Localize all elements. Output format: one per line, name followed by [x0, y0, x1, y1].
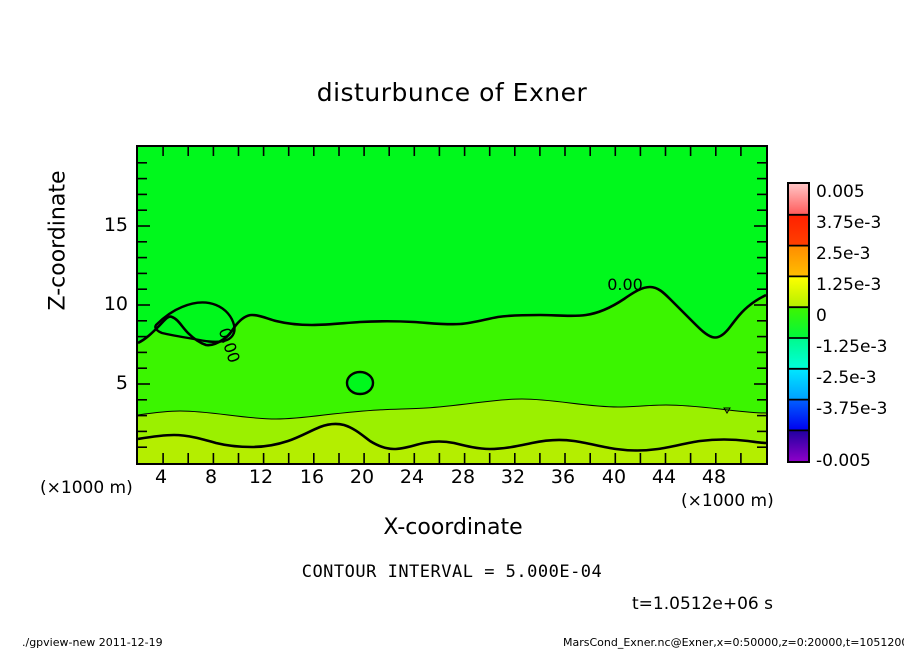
- footer-dataset: MarsCond_Exner.nc@Exner,x=0:50000,z=0:20…: [563, 636, 904, 649]
- x-tick-label: 32: [500, 466, 526, 488]
- colorbar-tick-label: 0.005: [816, 182, 865, 202]
- colorbar-tick-label: -3.75e-3: [816, 399, 888, 419]
- y-tick-label: 5: [115, 372, 128, 394]
- x-axis-unit-right: (×1000 m): [681, 491, 774, 511]
- x-tick-label: 12: [248, 466, 274, 488]
- x-axis-unit-left: (×1000 m): [40, 478, 133, 498]
- x-tick-label: 40: [601, 466, 627, 488]
- colorbar-tick-label: -0.005: [816, 451, 871, 471]
- footer-command: ./gpview-new 2011-12-19: [22, 636, 163, 649]
- colorbar-tick-label: 1.25e-3: [816, 275, 882, 295]
- colorbar-tick-label: 3.75e-3: [816, 213, 882, 233]
- x-tick-label: 16: [299, 466, 325, 488]
- contour-label: 0.00: [607, 275, 643, 294]
- time-caption: t=1.0512e+06 s: [632, 594, 773, 614]
- colorbar-tick-label: -2.5e-3: [816, 368, 877, 388]
- colorbar: [787, 182, 810, 463]
- y-tick-label: 10: [103, 293, 128, 315]
- colorbar-tick-label: -1.25e-3: [816, 337, 888, 357]
- contour-field: 0.00 0.00: [138, 147, 766, 463]
- colorbar-gradient: [789, 184, 808, 461]
- x-axis-title: X-coordinate: [383, 515, 523, 540]
- x-tick-label: 44: [651, 466, 677, 488]
- x-tick-label: 36: [550, 466, 576, 488]
- y-axis-title: Z-coordinate: [45, 170, 71, 311]
- colorbar-tick-label: 2.5e-3: [816, 244, 871, 264]
- contour-interval-caption: CONTOUR INTERVAL = 5.000E-04: [301, 562, 603, 582]
- x-tick-label: 24: [399, 466, 425, 488]
- y-tick-label: 15: [103, 214, 128, 236]
- x-tick-label: 8: [204, 466, 218, 488]
- colorbar-tick-label: 0: [816, 306, 827, 326]
- x-tick-label: 4: [154, 466, 168, 488]
- page-title: disturbunce of Exner: [316, 78, 588, 107]
- x-tick-label: 28: [450, 466, 476, 488]
- contour-plot-area: 0.00 0.00: [136, 145, 768, 465]
- x-tick-label: 20: [349, 466, 375, 488]
- x-tick-label: 48: [701, 466, 727, 488]
